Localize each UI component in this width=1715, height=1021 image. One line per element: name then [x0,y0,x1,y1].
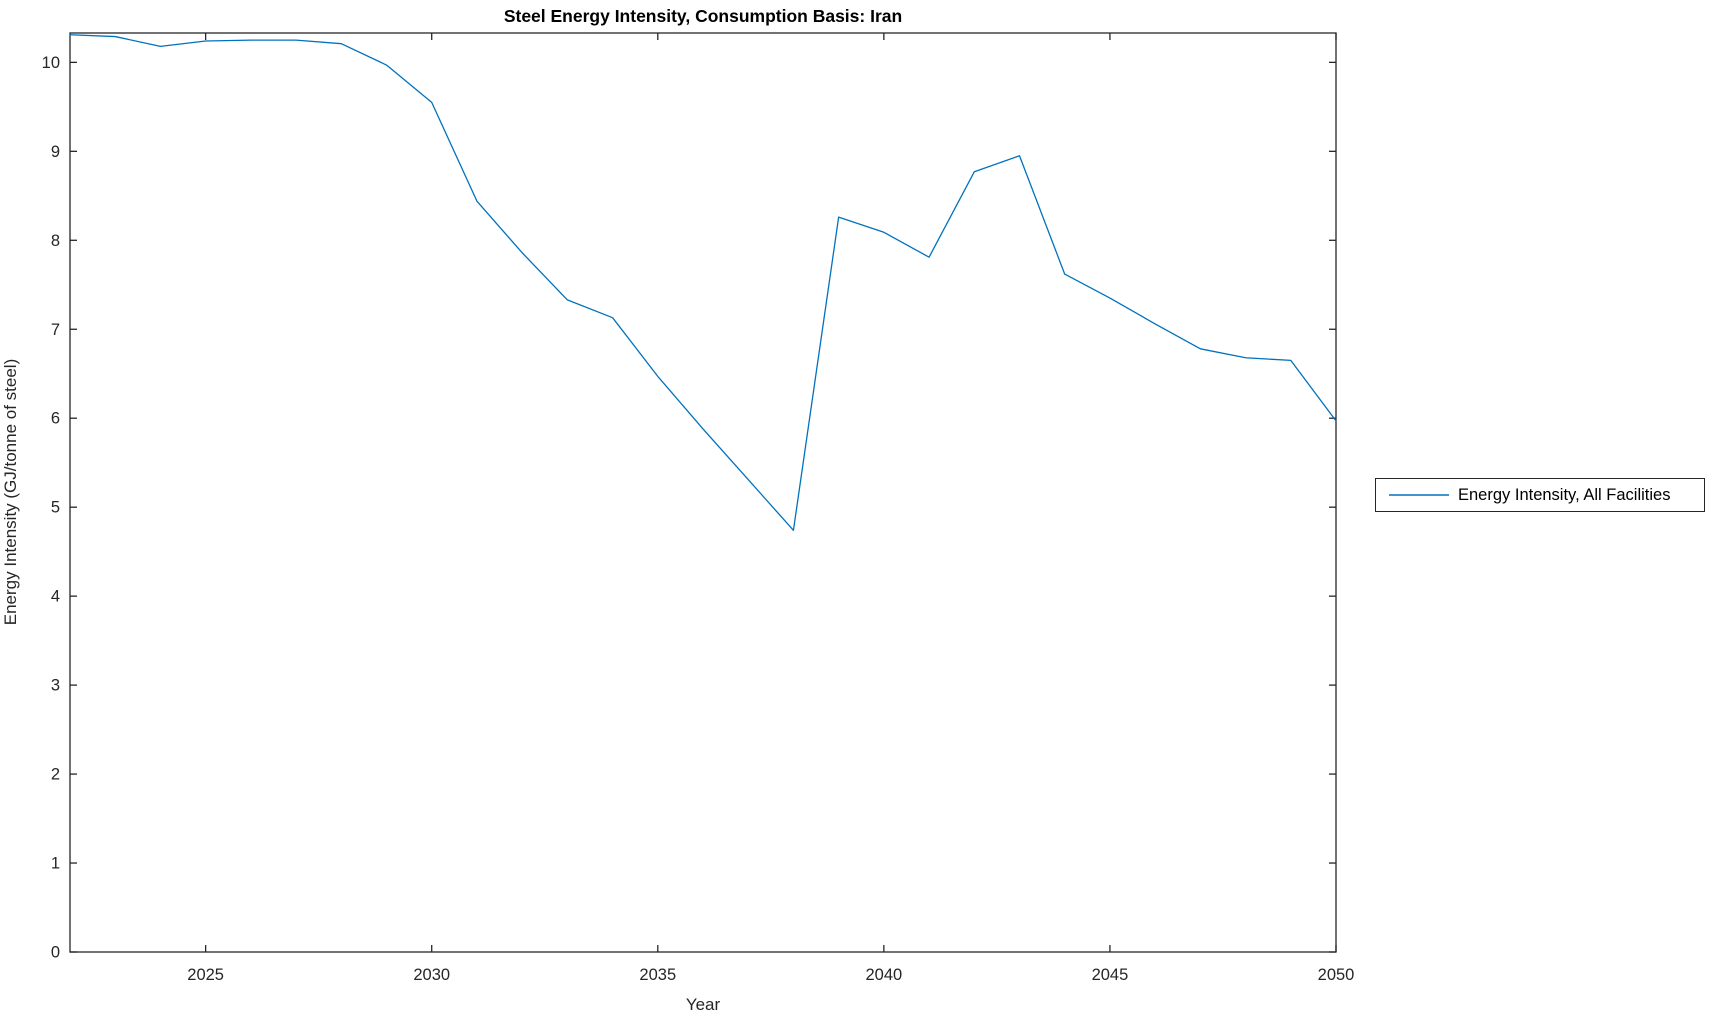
y-tick-label: 7 [51,321,60,339]
legend-entry-label: Energy Intensity, All Facilities [1458,485,1671,504]
chart-title: Steel Energy Intensity, Consumption Basi… [503,6,903,26]
x-tick-label: 2030 [413,966,450,984]
y-tick-label: 6 [51,410,60,428]
y-axis-label: Energy Intensity (GJ/tonne of steel) [1,359,20,625]
y-tick-label: 1 [51,855,60,873]
series-layer [69,34,1337,531]
axes-box [69,32,1337,953]
y-tick-label: 2 [51,766,60,784]
y-tick-label: 10 [42,54,60,72]
legend: Energy Intensity, All Facilities [1375,478,1705,512]
x-tick-label: 2035 [639,966,676,984]
x-tick-label: 2040 [865,966,902,984]
y-tick-label: 4 [51,588,60,606]
x-tick-label: 2045 [1092,966,1129,984]
y-tick-label: 5 [51,499,60,517]
legend-line-sample [1389,494,1449,496]
axes-layer: 2025 2030 2035 2040 2045 2050 0 1 2 3 4 5 6 7 8 9 10 [42,32,1355,984]
data-line [69,34,1337,531]
y-tick-label: 8 [51,232,60,250]
y-tick-label: 0 [51,944,60,962]
x-tick-label: 2050 [1318,966,1355,984]
x-axis-label: Year [685,995,721,1014]
y-tick-label: 3 [51,677,60,695]
x-tick-label: 2025 [187,966,224,984]
y-tick-label: 9 [51,143,60,161]
